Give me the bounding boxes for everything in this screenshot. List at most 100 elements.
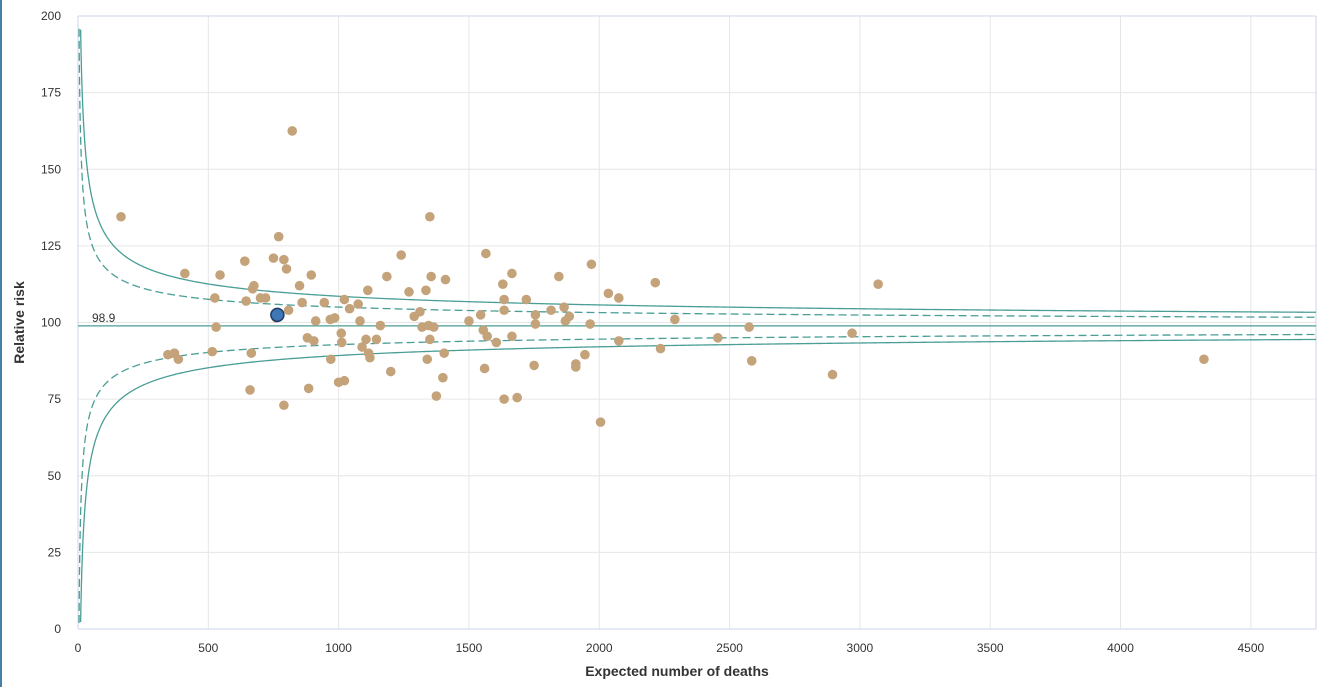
- data-point[interactable]: [287, 126, 298, 136]
- data-point[interactable]: [273, 231, 284, 242]
- data-point[interactable]: [440, 274, 451, 285]
- data-point[interactable]: [439, 348, 449, 358]
- data-point[interactable]: [655, 343, 666, 354]
- data-point[interactable]: [249, 280, 259, 291]
- data-point[interactable]: [425, 334, 435, 345]
- data-point[interactable]: [650, 277, 661, 288]
- data-point[interactable]: [499, 294, 509, 305]
- data-point[interactable]: [507, 268, 517, 279]
- data-point[interactable]: [499, 394, 509, 404]
- data-point[interactable]: [475, 310, 486, 320]
- data-point[interactable]: [746, 356, 757, 366]
- data-point[interactable]: [353, 299, 363, 309]
- data-point[interactable]: [116, 211, 126, 222]
- data-point[interactable]: [371, 334, 382, 345]
- data-point[interactable]: [375, 320, 386, 331]
- mean-line-group: 98.9: [78, 311, 1316, 327]
- data-point[interactable]: [329, 313, 340, 323]
- data-point[interactable]: [595, 417, 606, 427]
- data-point[interactable]: [339, 294, 350, 305]
- data-point[interactable]: [385, 366, 396, 377]
- data-point[interactable]: [479, 363, 490, 374]
- highlighted-point[interactable]: [270, 307, 285, 323]
- data-point[interactable]: [240, 256, 250, 267]
- data-point[interactable]: [268, 253, 279, 263]
- data-point[interactable]: [1199, 354, 1209, 365]
- data-point[interactable]: [173, 354, 184, 365]
- data-point[interactable]: [245, 385, 255, 395]
- data-point[interactable]: [421, 285, 431, 296]
- data-point[interactable]: [279, 254, 289, 265]
- data-point[interactable]: [744, 322, 754, 332]
- data-point[interactable]: [422, 354, 433, 365]
- data-point[interactable]: [873, 279, 883, 289]
- data-point[interactable]: [260, 293, 271, 303]
- data-point[interactable]: [499, 305, 509, 316]
- data-point[interactable]: [279, 400, 289, 411]
- data-point[interactable]: [310, 316, 321, 326]
- data-point[interactable]: [326, 354, 336, 365]
- data-point[interactable]: [336, 328, 347, 339]
- data-point[interactable]: [586, 259, 597, 270]
- data-point[interactable]: [365, 352, 375, 363]
- data-point[interactable]: [241, 296, 251, 306]
- data-point[interactable]: [614, 293, 624, 303]
- data-point[interactable]: [827, 369, 838, 380]
- data-point[interactable]: [482, 331, 492, 342]
- data-point[interactable]: [564, 311, 575, 322]
- data-point[interactable]: [283, 305, 294, 316]
- data-point[interactable]: [363, 285, 373, 296]
- data-point[interactable]: [847, 328, 857, 339]
- data-point[interactable]: [404, 287, 414, 297]
- data-point[interactable]: [571, 362, 581, 372]
- data-point[interactable]: [297, 297, 307, 308]
- data-point[interactable]: [382, 271, 392, 282]
- data-point[interactable]: [396, 250, 406, 260]
- data-point[interactable]: [670, 314, 680, 325]
- data-point[interactable]: [512, 392, 522, 403]
- data-point[interactable]: [357, 342, 367, 352]
- data-point[interactable]: [431, 391, 442, 401]
- data-point[interactable]: [426, 271, 436, 282]
- data-point[interactable]: [580, 349, 590, 360]
- data-point[interactable]: [507, 331, 517, 342]
- data-point[interactable]: [529, 360, 539, 371]
- data-point[interactable]: [614, 336, 624, 346]
- data-point[interactable]: [211, 322, 221, 332]
- data-point[interactable]: [309, 336, 319, 346]
- data-point[interactable]: [415, 306, 425, 317]
- data-point[interactable]: [306, 270, 317, 280]
- data-point[interactable]: [498, 279, 508, 289]
- data-point[interactable]: [554, 271, 564, 282]
- data-point[interactable]: [339, 375, 350, 386]
- data-point[interactable]: [546, 305, 556, 316]
- data-point[interactable]: [210, 293, 220, 303]
- data-point[interactable]: [319, 297, 330, 308]
- data-point[interactable]: [281, 264, 292, 274]
- data-point[interactable]: [207, 346, 218, 357]
- data-point[interactable]: [530, 319, 541, 329]
- data-point[interactable]: [481, 248, 491, 259]
- data-point[interactable]: [336, 337, 347, 348]
- data-point[interactable]: [215, 270, 225, 280]
- data-point[interactable]: [491, 337, 502, 348]
- data-point[interactable]: [428, 322, 439, 332]
- data-point[interactable]: [585, 319, 595, 329]
- data-point[interactable]: [713, 333, 723, 343]
- data-point[interactable]: [521, 294, 532, 305]
- data-point[interactable]: [294, 280, 305, 291]
- data-point[interactable]: [361, 334, 371, 345]
- data-point[interactable]: [344, 303, 355, 314]
- data-point[interactable]: [530, 310, 541, 320]
- data-point[interactable]: [246, 348, 257, 358]
- data-point[interactable]: [180, 268, 190, 279]
- x-tick-label: 2000: [586, 641, 613, 655]
- data-point[interactable]: [355, 316, 365, 326]
- data-point[interactable]: [417, 322, 427, 332]
- data-point[interactable]: [303, 383, 314, 394]
- data-point[interactable]: [559, 302, 569, 312]
- data-point[interactable]: [464, 316, 474, 326]
- data-point[interactable]: [603, 288, 614, 299]
- data-point[interactable]: [438, 372, 448, 383]
- data-point[interactable]: [425, 211, 435, 222]
